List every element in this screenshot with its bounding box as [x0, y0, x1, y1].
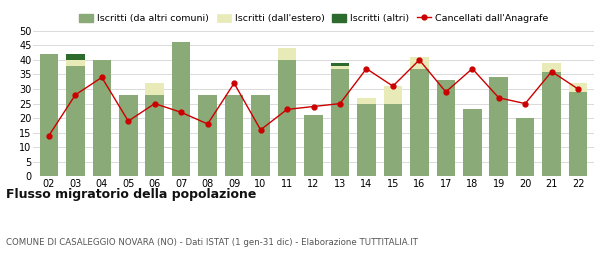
Bar: [278, 48, 296, 60]
Bar: [145, 83, 164, 95]
Text: Flusso migratorio della popolazione: Flusso migratorio della popolazione: [6, 188, 256, 200]
Bar: [331, 63, 349, 66]
Bar: [542, 72, 561, 176]
Bar: [569, 92, 587, 176]
Bar: [331, 66, 349, 69]
Bar: [40, 54, 58, 176]
Bar: [410, 69, 428, 176]
Bar: [490, 77, 508, 176]
Bar: [437, 80, 455, 176]
Legend: Iscritti (da altri comuni), Iscritti (dall'estero), Iscritti (altri), Cancellati: Iscritti (da altri comuni), Iscritti (da…: [79, 14, 548, 23]
Bar: [278, 60, 296, 176]
Bar: [145, 95, 164, 176]
Bar: [66, 54, 85, 60]
Bar: [357, 104, 376, 176]
Bar: [66, 60, 85, 66]
Bar: [172, 43, 190, 176]
Bar: [516, 118, 535, 176]
Bar: [569, 83, 587, 92]
Bar: [66, 66, 85, 176]
Bar: [410, 57, 428, 69]
Bar: [92, 60, 111, 176]
Text: COMUNE DI CASALEGGIO NOVARA (NO) - Dati ISTAT (1 gen-31 dic) - Elaborazione TUTT: COMUNE DI CASALEGGIO NOVARA (NO) - Dati …: [6, 238, 418, 247]
Bar: [251, 95, 270, 176]
Bar: [383, 86, 402, 104]
Bar: [383, 104, 402, 176]
Bar: [331, 69, 349, 176]
Bar: [542, 63, 561, 72]
Bar: [357, 98, 376, 104]
Bar: [119, 95, 137, 176]
Bar: [463, 109, 482, 176]
Bar: [225, 95, 244, 176]
Bar: [199, 95, 217, 176]
Bar: [304, 115, 323, 176]
